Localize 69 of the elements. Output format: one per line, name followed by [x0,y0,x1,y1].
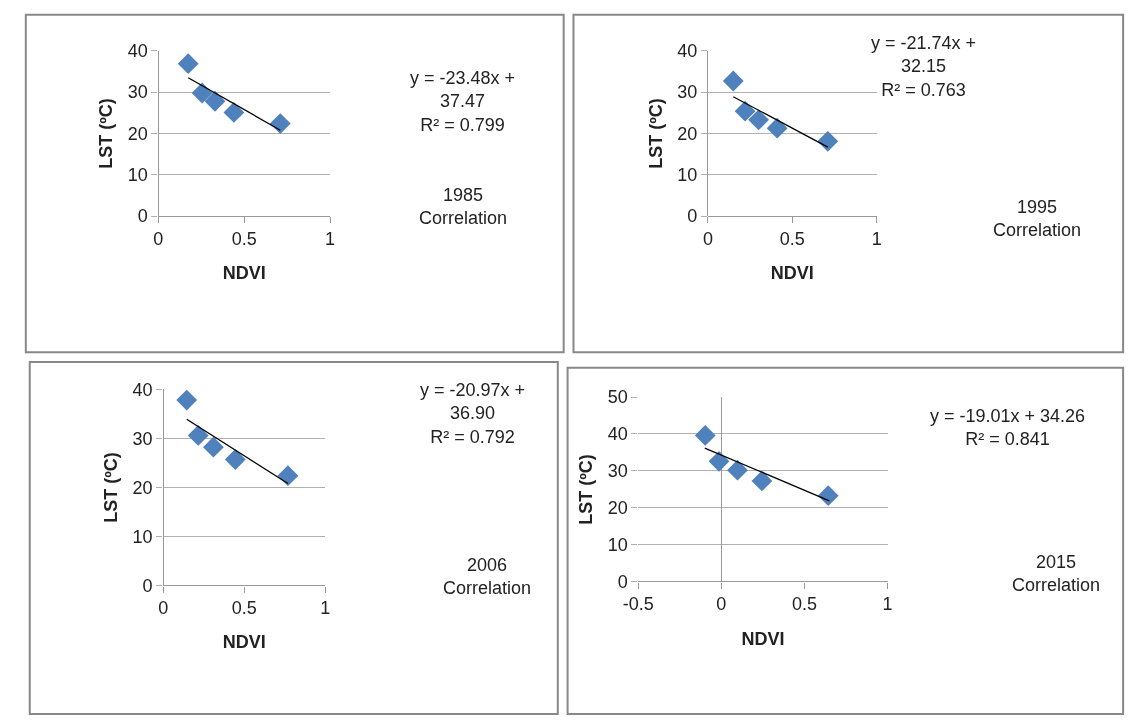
point [223,102,245,123]
y-tick-label: 50 [607,387,628,408]
x-tick-label: 1 [882,594,893,615]
x-axis-title: NDVI [741,628,785,649]
text: y = -23.48x + 37.47 R² = 0.799 [410,68,516,135]
y-tick-label: 40 [132,379,153,400]
y-tick-label: 10 [677,165,698,186]
x-tick-label: 0 [158,598,169,619]
text: y = -19.01x + 34.26 R² = 0.841 [930,406,1086,450]
point [734,100,756,122]
y-tick-label: 0 [137,206,148,227]
y-tick-label: 40 [677,41,698,62]
point [766,117,788,139]
x-tick-label: 0 [716,594,727,615]
y-tick-label: 20 [607,498,628,519]
x-tick-label: 1 [871,228,882,249]
point [187,425,209,446]
point [177,53,199,75]
annotation: y = -21.74x + 32.15 R² = 0.763 [871,33,977,100]
y-axis-title: LST (ºC) [95,98,116,169]
y-tick-label: 0 [617,572,628,593]
x-tick-label: 1 [320,598,331,619]
y-tick-label: 30 [607,461,628,482]
y-tick-label: 0 [142,576,153,596]
point [817,130,839,152]
y-tick-label: 0 [687,206,698,227]
y-tick-label: 30 [127,82,148,103]
y-tick-label: 10 [132,526,153,547]
text: 2006 Correlation [443,555,532,599]
y-tick-label: 20 [132,477,153,498]
y-tick-label: 20 [677,123,698,144]
y-tick-label: 10 [607,535,628,556]
text: y = -20.97x + 36.90 R² = 0.792 [420,380,526,447]
x-tick-label: 0 [702,228,713,249]
text: 2015 Correlation [1012,552,1101,596]
point [277,465,299,487]
point [204,90,226,112]
point [751,470,773,492]
y-tick-label: 30 [132,428,153,449]
x-tick-label: 0.5 [231,228,257,249]
y-tick-label: 40 [607,424,628,445]
y-axis-title: LST (ºC) [645,98,666,169]
y-axis-title: LST (ºC) [100,452,121,523]
point [748,109,769,131]
point [191,82,213,104]
x-tick-label: 0.5 [791,594,817,615]
point [176,389,198,411]
x-axis-title: NDVI [222,262,266,283]
x-axis-title: NDVI [770,262,814,283]
y-axis-title: LST (ºC) [575,454,596,525]
point [203,436,224,458]
x-tick-label: -0.5 [622,594,654,615]
point [722,70,744,92]
text: 1995 Correlation [993,197,1082,241]
point [817,485,839,507]
y-tick-label: 10 [127,165,148,186]
point [708,450,730,472]
x-tick-label: 0.5 [231,598,257,619]
y-tick-label: 40 [127,41,148,62]
x-tick-label: 0.5 [779,228,805,249]
text: 1985 Correlation [419,185,508,229]
point [694,425,716,446]
y-tick-label: 30 [677,82,698,103]
point [269,113,291,134]
x-tick-label: 1 [325,228,336,249]
point [224,449,246,470]
x-axis-title: NDVI [222,632,266,653]
point [727,459,748,481]
y-tick-label: 20 [127,123,148,144]
